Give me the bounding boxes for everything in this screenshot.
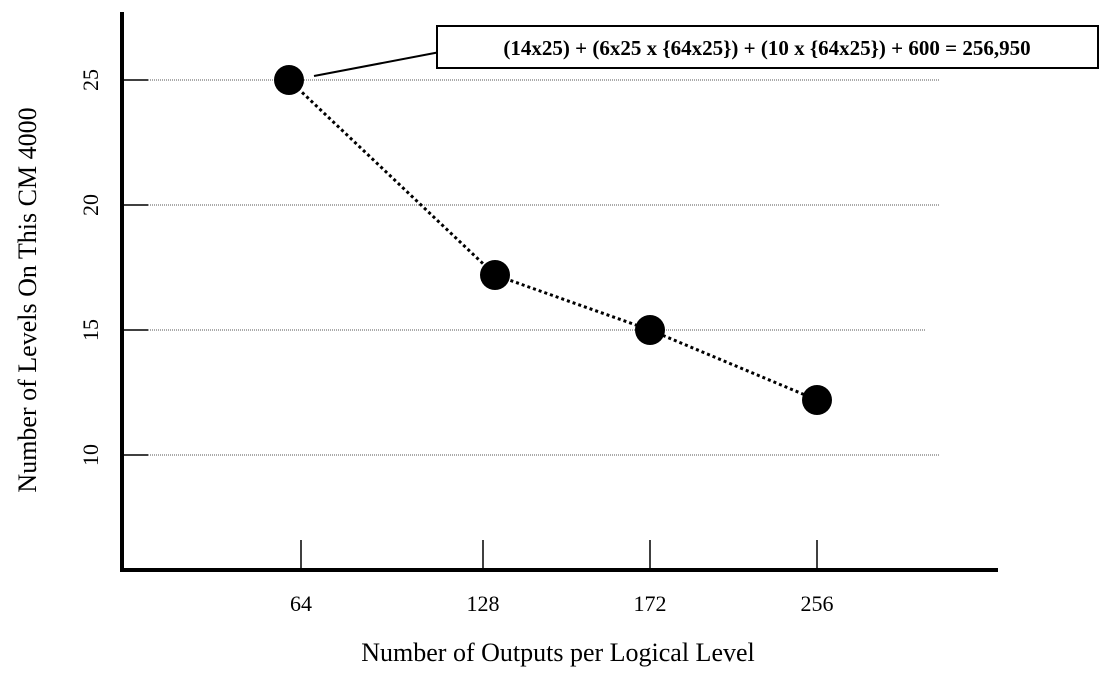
x-axis-title: Number of Outputs per Logical Level (361, 638, 755, 667)
annotation: (14x25) + (6x25 x {64x25}) + (10 x {64x2… (313, 25, 1099, 77)
data-points (274, 65, 832, 415)
annotation-text: (14x25) + (6x25 x {64x25}) + (10 x {64x2… (503, 36, 1030, 60)
x-tick-label: 64 (290, 591, 312, 616)
annotation-leader-line (313, 51, 441, 77)
data-point (480, 260, 510, 290)
annotation-box (436, 25, 1099, 69)
y-axis-title: Number of Levels On This CM 4000 (13, 107, 42, 492)
x-tick-label: 128 (467, 591, 500, 616)
y-tick-label: 15 (78, 319, 103, 341)
y-tick-label: 25 (78, 69, 103, 91)
data-point (635, 315, 665, 345)
gridlines (148, 79, 940, 456)
data-point (802, 385, 832, 415)
ticks: 10 15 20 25 64 128 172 256 (78, 69, 834, 616)
axes (120, 12, 998, 572)
x-tick-label: 256 (801, 591, 834, 616)
series-line (287, 78, 818, 402)
x-tick-label: 172 (634, 591, 667, 616)
y-tick-label: 20 (78, 194, 103, 216)
data-point (274, 65, 304, 95)
series-line-layer (287, 78, 818, 402)
y-tick-label: 10 (78, 444, 103, 466)
